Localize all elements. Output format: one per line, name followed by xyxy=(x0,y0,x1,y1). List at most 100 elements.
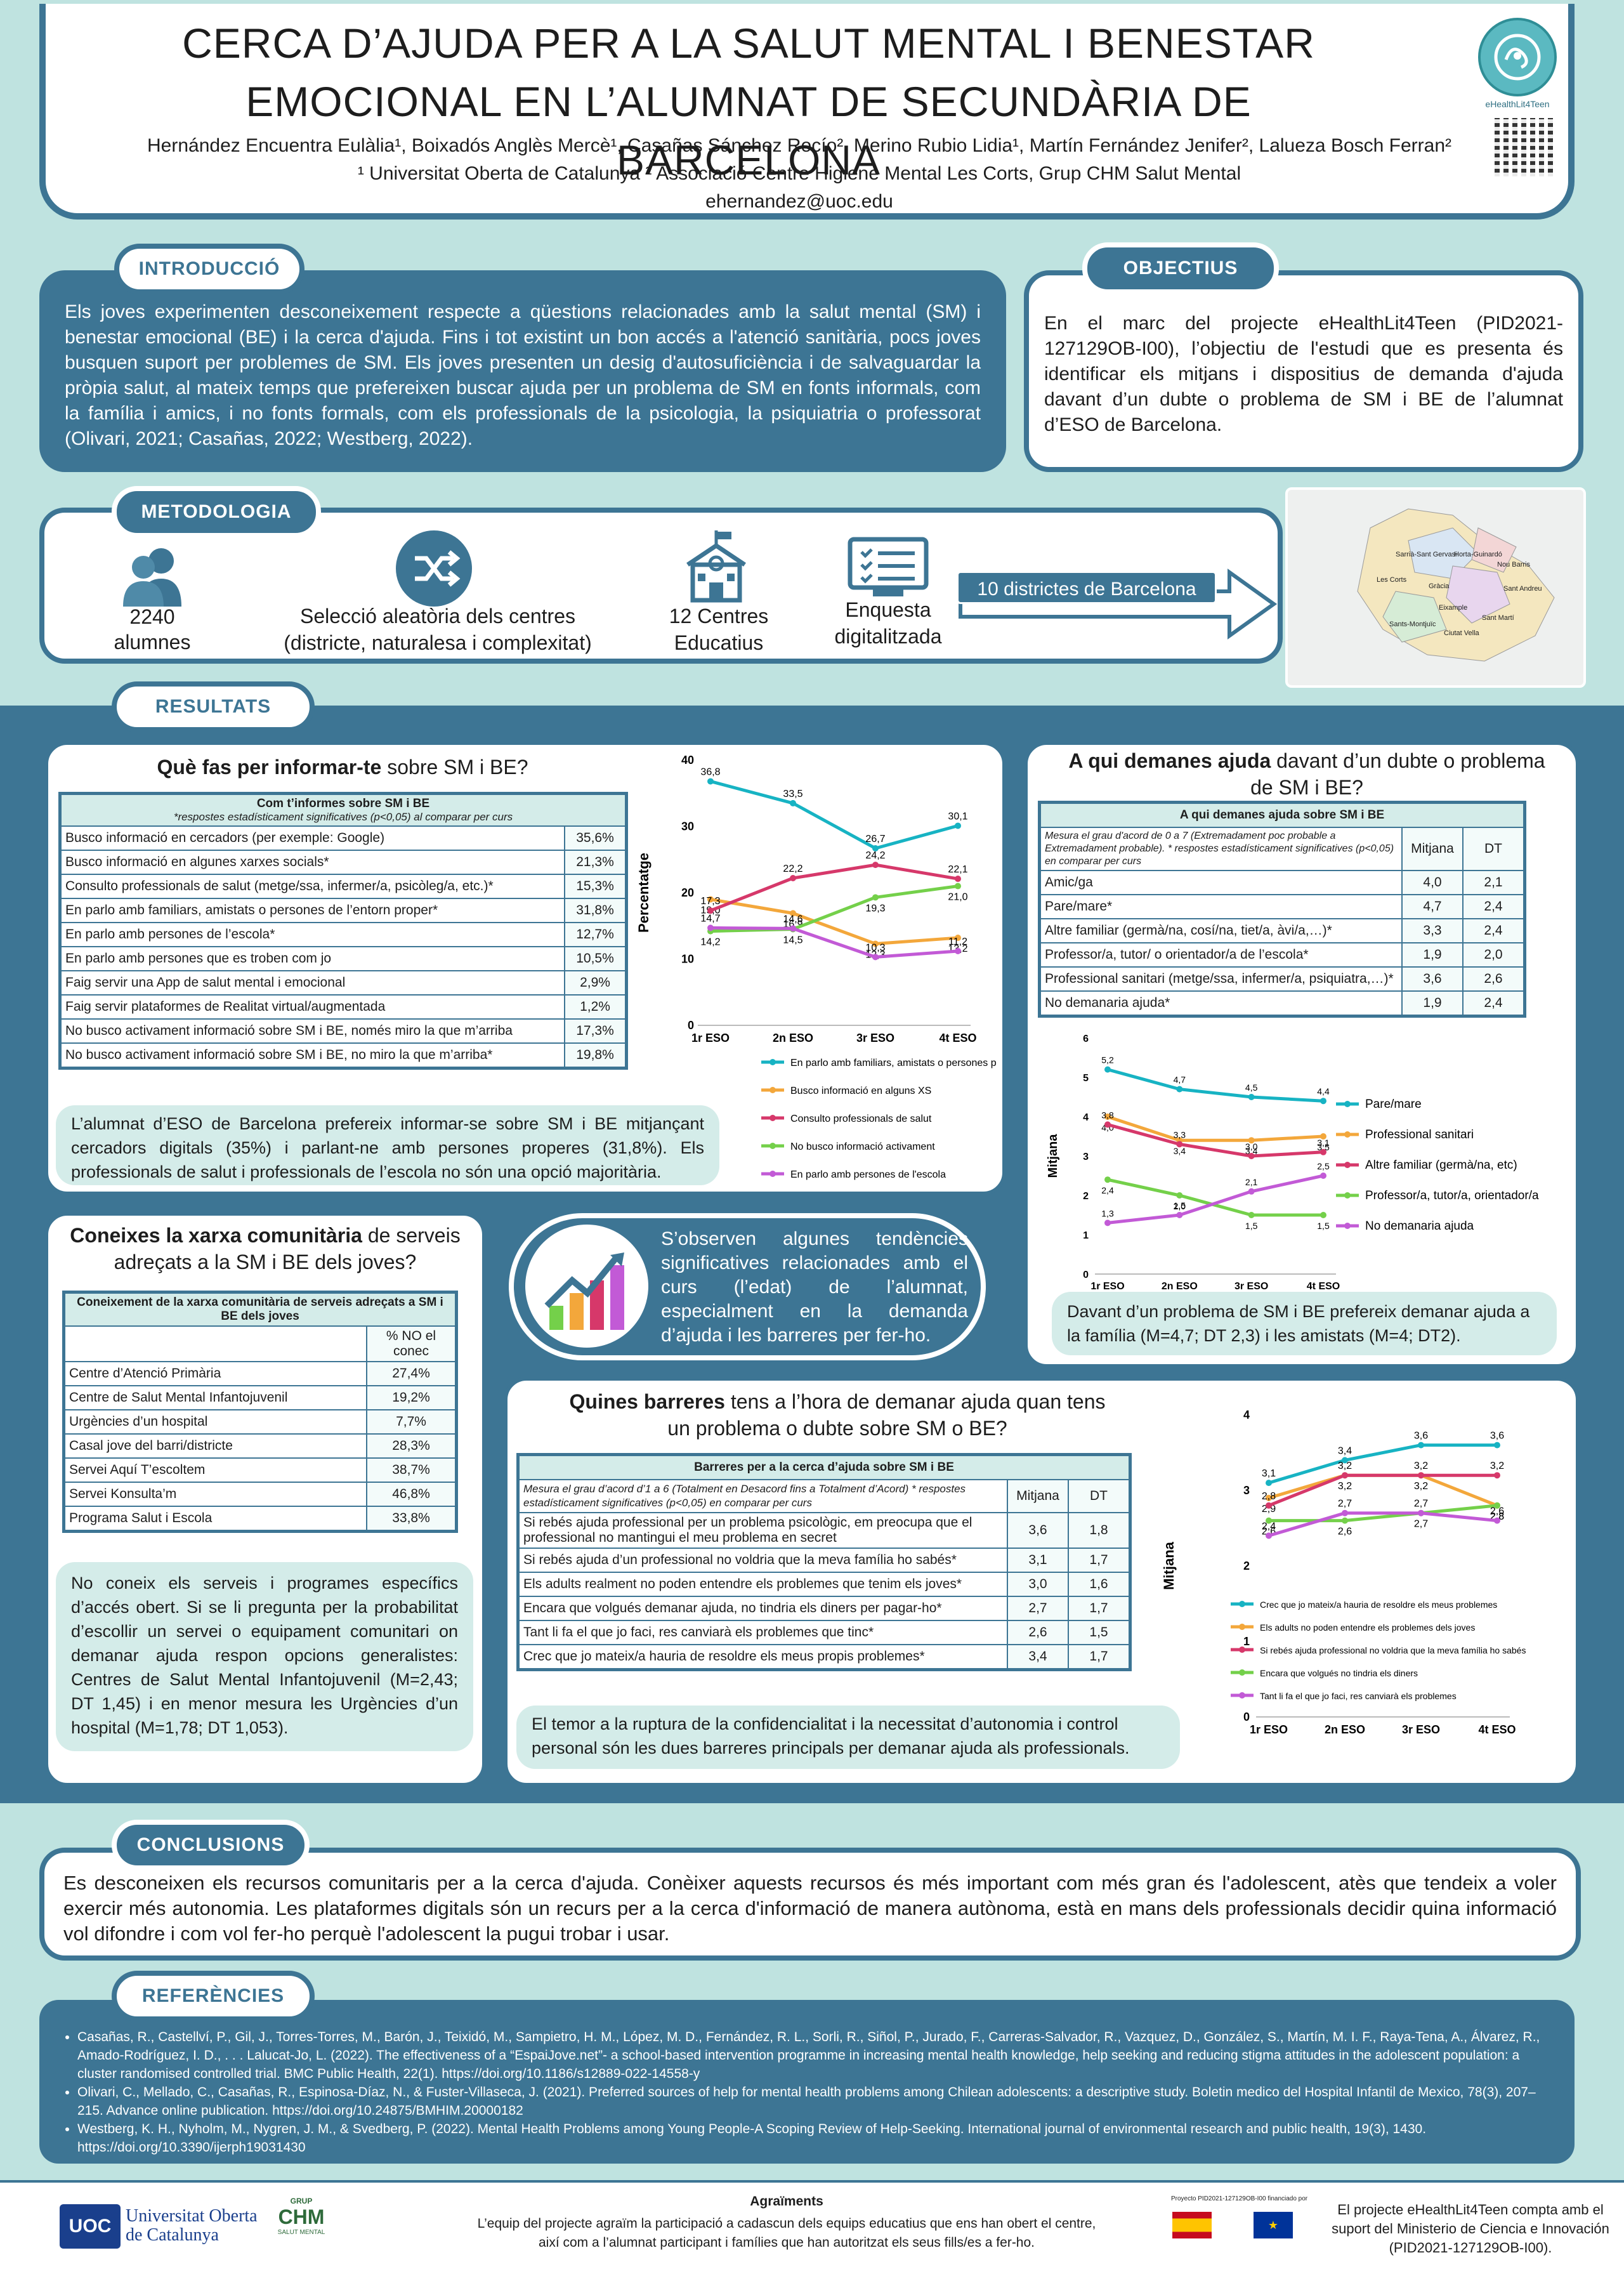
table-row: En parlo amb familiars, amistats o perso… xyxy=(60,898,626,923)
y-tick-label: 1 xyxy=(1083,1230,1089,1241)
references-box: Casañas, R., Castellví, P., Gil, J., Tor… xyxy=(39,2000,1575,2164)
table-cell-label: En parlo amb persones que es troben com … xyxy=(60,946,565,971)
table-row: En parlo amb persones que es troben com … xyxy=(60,946,626,971)
q3-blank xyxy=(64,1325,367,1362)
legend-marker xyxy=(1239,1624,1245,1630)
table-cell-value: 1,9 xyxy=(1401,942,1464,968)
data-point xyxy=(872,894,879,901)
table-row: Centre d’Atenció Primària 27,4% xyxy=(64,1361,456,1386)
table-row: Professor/a, tutor/ o orientador/a de l’… xyxy=(1040,942,1524,968)
q3-col: % NO el conec xyxy=(366,1325,456,1362)
y-tick-label: 1 xyxy=(1243,1635,1250,1648)
y-tick-label: 20 xyxy=(681,886,694,899)
table-cell-value: 1,9 xyxy=(1401,990,1464,1016)
data-point xyxy=(1176,1192,1183,1199)
legend-marker xyxy=(769,1171,776,1177)
map-label: Sarrià-Sant Gervasi xyxy=(1396,551,1457,558)
map-label: Ciutat Vella xyxy=(1444,629,1479,637)
series-line xyxy=(710,884,959,933)
table-cell-label: Si rebés ajuda professional per un probl… xyxy=(518,1512,1008,1549)
table-cell-value: 3,1 xyxy=(1007,1548,1069,1573)
table-cell-value: 17,3% xyxy=(564,1018,626,1044)
data-label: 3,3 xyxy=(1174,1129,1186,1140)
x-tick-label: 2n ESO xyxy=(1325,1723,1365,1736)
logo-label: eHealthLit4Teen xyxy=(1485,99,1550,109)
authors: Hernández Encuentra Eulàlia¹, Boixadós A… xyxy=(147,135,1452,156)
table-row: Pare/mare* 4,7 2,4 xyxy=(1040,894,1524,919)
legend-marker xyxy=(769,1059,776,1065)
data-point xyxy=(1418,1442,1424,1449)
data-label: 2,4 xyxy=(1262,1521,1276,1532)
legend-label: Crec que jo mateix/a hauria de resoldre … xyxy=(1260,1600,1497,1610)
data-point xyxy=(1266,1502,1272,1509)
y-tick-label: 2 xyxy=(1083,1191,1089,1202)
data-label: 14,7 xyxy=(700,913,720,924)
authors-block: Hernández Encuentra Eulàlia¹, Boixadós A… xyxy=(102,132,1497,216)
data-point xyxy=(790,925,796,932)
legend-marker xyxy=(1344,1101,1351,1107)
data-point xyxy=(1176,1086,1183,1093)
qr-code-icon[interactable] xyxy=(1495,118,1553,176)
data-label: 2,5 xyxy=(1317,1161,1330,1171)
data-point xyxy=(1104,1114,1111,1120)
data-point xyxy=(955,883,961,890)
data-point xyxy=(1266,1517,1272,1524)
table-row: Professional sanitari (metge/ssa, inferm… xyxy=(1040,966,1524,992)
x-tick-label: 1r ESO xyxy=(1090,1281,1124,1292)
header-card xyxy=(39,4,1575,220)
reference-item: Westberg, K. H., Nyholm, M., Nygren, J. … xyxy=(77,2120,1549,2157)
legend-marker xyxy=(1344,1192,1351,1199)
data-point xyxy=(1320,1212,1326,1218)
data-label: 3,5 xyxy=(1317,1142,1330,1152)
y-tick-label: 0 xyxy=(688,1019,694,1032)
table-cell-value: 3,3 xyxy=(1401,918,1464,943)
data-point xyxy=(1320,1133,1326,1140)
data-point xyxy=(872,954,879,961)
table-row: Altre familiar (germà/na, cosí/na, tiet/… xyxy=(1040,918,1524,943)
table-row: Consulto professionals de salut (metge/s… xyxy=(60,874,626,899)
table-cell-value: 27,4% xyxy=(366,1361,456,1386)
districtes-label: 10 districtes de Barcelona xyxy=(957,571,1217,604)
data-label: 4,4 xyxy=(1317,1086,1330,1096)
data-point xyxy=(1494,1472,1500,1479)
school-icon xyxy=(686,530,746,603)
table-cell-value: 3,0 xyxy=(1007,1572,1069,1597)
legend-marker xyxy=(1344,1131,1351,1138)
table-cell-value: 35,6% xyxy=(564,825,626,851)
data-label: 3,2 xyxy=(1414,1481,1428,1492)
growth-chart-icon xyxy=(525,1225,648,1348)
data-label: 14,6 xyxy=(783,914,802,924)
data-label: 3,2 xyxy=(1490,1461,1504,1471)
data-label: 3,2 xyxy=(1414,1461,1428,1471)
data-label: 19,3 xyxy=(865,903,885,914)
data-point xyxy=(872,845,879,851)
table-cell-value: 2,9% xyxy=(564,970,626,996)
data-label: 3,6 xyxy=(1490,1431,1504,1442)
data-label: 3,8 xyxy=(1101,1110,1114,1120)
q4-note: El temor a la ruptura de la confidencial… xyxy=(516,1705,1180,1769)
q3-table: Coneixement de la xarxa comunitària de s… xyxy=(62,1291,458,1533)
uoc-logo-icon: UOC xyxy=(60,2204,121,2249)
table-cell-value: 2,4 xyxy=(1462,990,1524,1016)
legend-label: No busco informació activament xyxy=(790,1141,935,1152)
table-cell-value: 2,0 xyxy=(1462,942,1524,968)
barcelona-map[interactable]: Sarrià-Sant Gervasi Horta-Guinardó Nou B… xyxy=(1285,487,1586,688)
legend-label: Professional sanitari xyxy=(1365,1128,1474,1141)
trend-text: S’observen algunes tendències significat… xyxy=(661,1228,968,1346)
table-row: Busco informació en cercadors (per exemp… xyxy=(60,825,626,851)
data-point xyxy=(707,778,714,785)
data-label: 10,3 xyxy=(865,942,885,953)
q3-title: Coneixes la xarxa comunitària de serveis… xyxy=(70,1224,461,1273)
legend-marker xyxy=(769,1115,776,1121)
data-point xyxy=(707,896,714,903)
y-axis-label: Percentatge xyxy=(636,853,652,933)
data-point xyxy=(872,862,879,869)
data-point xyxy=(790,875,796,882)
data-point xyxy=(1176,1212,1183,1218)
table-cell-label: Tant li fa el que jo faci, res canviarà … xyxy=(518,1620,1008,1645)
data-label: 17,3 xyxy=(700,896,720,907)
legend-marker xyxy=(1239,1646,1245,1653)
data-label: 14,5 xyxy=(783,935,802,945)
students-icon xyxy=(123,548,181,607)
data-label: 30,1 xyxy=(948,811,967,822)
